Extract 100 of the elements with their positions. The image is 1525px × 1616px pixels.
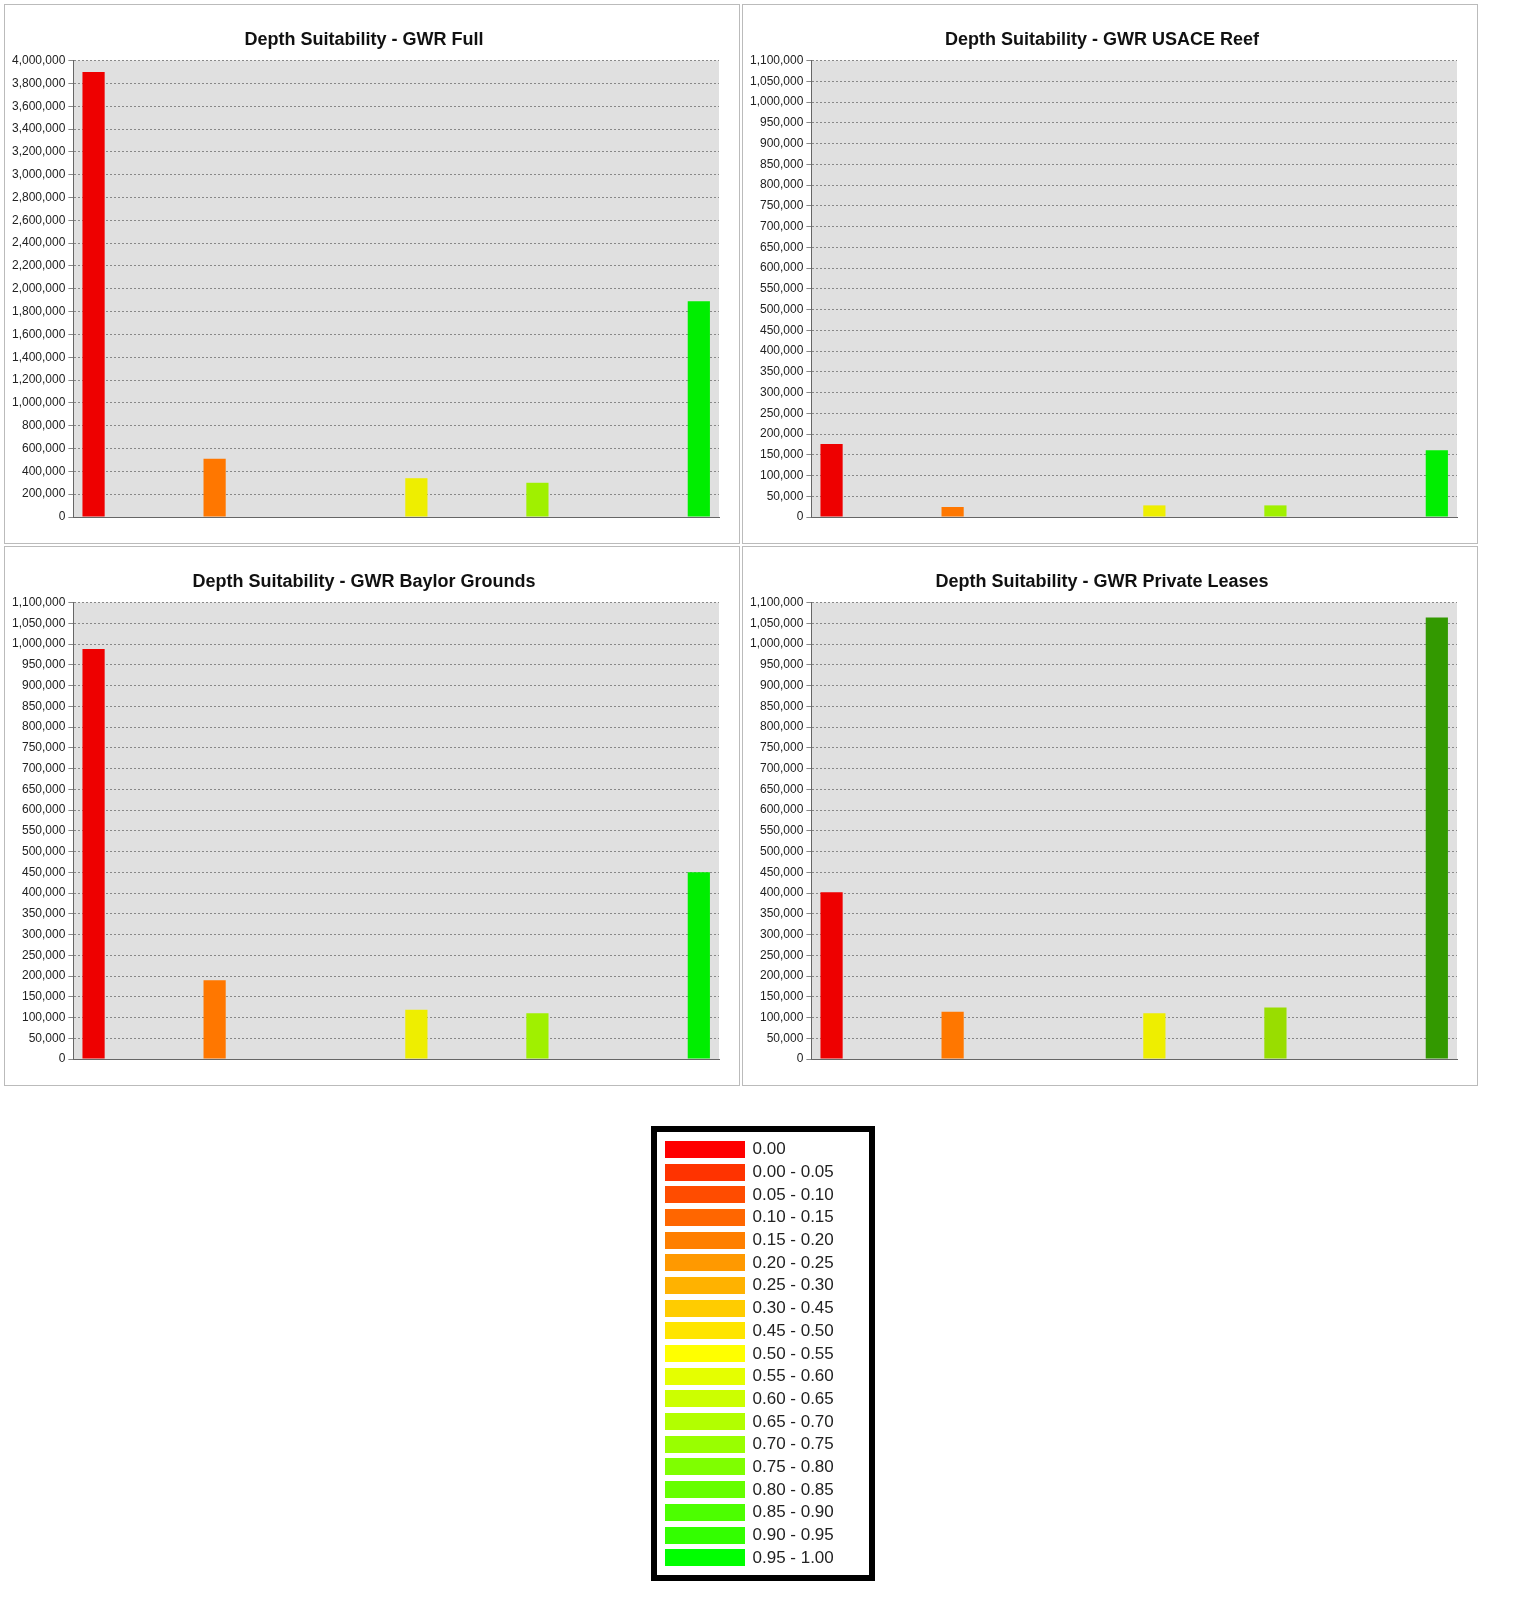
y-tick-label: 1,100,000 (749, 594, 804, 609)
category-label: 0.95 - 1.00 (752, 1547, 834, 1568)
y-tick-label: 50,000 (766, 488, 804, 503)
y-tick-label: 450,000 (759, 322, 804, 337)
bar (405, 478, 428, 517)
y-tick-label: 850,000 (759, 156, 804, 171)
y-tick-label: 800,000 (21, 418, 66, 433)
y-tick-label: 550,000 (21, 823, 66, 838)
bar (1264, 505, 1287, 517)
y-tick-label: 800,000 (759, 177, 804, 192)
category-label: 0.25 - 0.30 (752, 1275, 834, 1296)
bar (1425, 617, 1448, 1059)
y-tick-label: 50,000 (766, 1030, 804, 1045)
y-tick-label: 300,000 (21, 926, 66, 941)
bar (203, 980, 226, 1059)
category-label: 0.00 (752, 1139, 786, 1160)
y-tick-label: 250,000 (759, 405, 804, 420)
y-tick-label: 250,000 (759, 947, 804, 962)
category-label: 0.80 - 0.85 (752, 1479, 834, 1500)
category-label: 0.60 - 0.65 (752, 1388, 834, 1409)
y-tick-label: 2,000,000 (11, 281, 66, 296)
y-tick-label: 1,400,000 (11, 349, 66, 364)
bar (1264, 1007, 1287, 1059)
y-tick-label: 600,000 (21, 440, 66, 455)
category-label: 0.50 - 0.55 (752, 1343, 834, 1364)
bar (687, 872, 710, 1059)
y-tick-label: 850,000 (21, 698, 66, 713)
y-tick-label: 400,000 (759, 343, 804, 358)
y-tick-label: 100,000 (21, 1009, 66, 1024)
category-label: 0.00 - 0.05 (752, 1162, 834, 1183)
y-tick-label: 100,000 (759, 467, 804, 482)
y-tick-label: 500,000 (21, 843, 66, 858)
y-tick-label: 350,000 (759, 364, 804, 379)
bar (405, 1009, 428, 1059)
y-tick-label: 650,000 (759, 239, 804, 254)
y-tick-label: 1,100,000 (11, 594, 66, 609)
bar (687, 301, 710, 517)
y-tick-label: 200,000 (759, 426, 804, 441)
category-label: 0.70 - 0.75 (752, 1434, 834, 1455)
category-label: 0.30 - 0.45 (752, 1298, 834, 1319)
y-tick-label: 550,000 (759, 823, 804, 838)
y-tick-label: 900,000 (759, 677, 804, 692)
y-tick-label: 850,000 (759, 698, 804, 713)
y-tick-label: 1,200,000 (11, 372, 66, 387)
y-tick-label: 750,000 (759, 198, 804, 213)
y-tick-label: 300,000 (759, 384, 804, 399)
y-tick-label: 1,050,000 (749, 615, 804, 630)
chart-title: Depth Suitability - GWR USACE Reef (944, 28, 1261, 49)
y-tick-label: 600,000 (759, 260, 804, 275)
y-tick-label: 3,600,000 (11, 98, 66, 113)
category-label: 0.65 - 0.70 (752, 1411, 834, 1432)
y-tick-label: 2,200,000 (11, 258, 66, 273)
y-tick-label: 1,050,000 (11, 615, 66, 630)
y-tick-label: 700,000 (21, 760, 66, 775)
y-tick-label: 250,000 (21, 947, 66, 962)
y-tick-label: 1,000,000 (11, 636, 66, 651)
y-tick-label: 1,100,000 (749, 52, 804, 67)
y-tick-label: 650,000 (21, 781, 66, 796)
y-tick-label: 450,000 (21, 864, 66, 879)
bar (820, 443, 843, 517)
y-tick-label: 950,000 (759, 115, 804, 130)
y-tick-label: 400,000 (21, 885, 66, 900)
y-tick-label: 200,000 (21, 486, 66, 501)
y-tick-label: 1,050,000 (749, 73, 804, 88)
y-tick-label: 1,800,000 (11, 303, 66, 318)
y-tick-label: 900,000 (759, 135, 804, 150)
y-tick-label: 2,800,000 (11, 189, 66, 204)
y-tick-label: 2,400,000 (11, 235, 66, 250)
y-tick-label: 900,000 (21, 677, 66, 692)
bar (820, 892, 843, 1059)
chart-title: Depth Suitability - GWR Baylor Grounds (192, 570, 536, 591)
y-tick-label: 500,000 (759, 301, 804, 316)
y-tick-label: 350,000 (21, 906, 66, 921)
bar (1143, 505, 1166, 517)
y-tick-label: 400,000 (21, 463, 66, 478)
y-tick-label: 300,000 (759, 926, 804, 941)
y-tick-label: 3,400,000 (11, 121, 66, 136)
bar (1143, 1013, 1166, 1059)
y-tick-label: 950,000 (759, 657, 804, 672)
bar (82, 649, 105, 1059)
y-tick-label: 3,000,000 (11, 167, 66, 182)
y-tick-label: 3,200,000 (11, 144, 66, 159)
y-tick-label: 950,000 (21, 657, 66, 672)
y-tick-label: 750,000 (21, 740, 66, 755)
y-tick-label: 700,000 (759, 760, 804, 775)
y-tick-label: 350,000 (759, 906, 804, 921)
y-tick-label: 1,600,000 (11, 326, 66, 341)
y-tick-label: 800,000 (21, 719, 66, 734)
bar (941, 1011, 964, 1059)
y-tick-label: 3,800,000 (11, 75, 66, 90)
y-tick-label: 50,000 (28, 1030, 66, 1045)
y-tick-label: 2,600,000 (11, 212, 66, 227)
y-tick-label: 150,000 (21, 989, 66, 1004)
y-tick-label: 500,000 (759, 843, 804, 858)
chart-title: Depth Suitability - GWR Private Leases (935, 570, 1269, 591)
y-tick-label: 600,000 (21, 802, 66, 817)
category-label: 0.90 - 0.95 (752, 1525, 834, 1546)
category-label: 0.15 - 0.20 (752, 1230, 834, 1251)
y-tick-label: 0 (58, 1051, 66, 1066)
y-tick-label: 150,000 (759, 447, 804, 462)
